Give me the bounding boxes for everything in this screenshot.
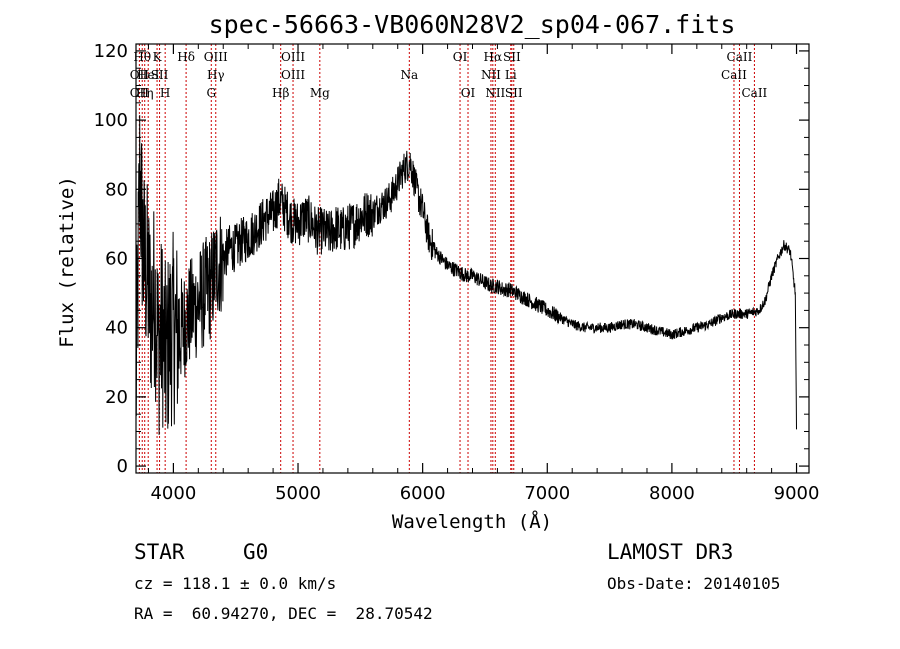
line-marker-label: CaII	[727, 50, 753, 64]
x-axis-ticks: 4000 5000 6000 7000 8000 9000	[147, 44, 820, 504]
line-marker-label: OII	[130, 68, 150, 82]
line-marker-label: K	[153, 50, 163, 64]
line-marker-label: SII	[505, 86, 523, 100]
x-tick-label: 9000	[774, 483, 820, 504]
line-marker-labels: OII OII Hθ Hη HeI K SII H Hδ OIII Hγ G Hβ OIII OIII Mg N…	[130, 50, 768, 100]
line-marker-label: CaII	[721, 68, 747, 82]
line-marker-label: SII	[503, 50, 521, 64]
line-marker-label: Na	[400, 68, 418, 82]
flux-line	[135, 115, 797, 435]
object-class: STAR	[134, 540, 185, 564]
survey-label: LAMOST DR3	[607, 540, 734, 564]
line-marker-label: OIII	[281, 50, 305, 64]
line-marker-label: Hδ	[177, 50, 195, 64]
x-tick-label: 8000	[649, 483, 695, 504]
line-marker-label: Li	[505, 68, 517, 82]
line-marker-label: Hγ	[207, 68, 225, 82]
y-tick-label: 60	[105, 249, 128, 270]
line-marker-label: OIII	[204, 50, 228, 64]
y-axis-ticks: 0 20 40 60 80 100 120	[94, 41, 809, 477]
line-marker-label: Hβ	[272, 86, 289, 100]
line-marker-label: OIII	[281, 68, 305, 82]
line-marker-label: Mg	[310, 86, 330, 100]
flux-series	[135, 115, 797, 435]
y-tick-label: 100	[94, 110, 128, 131]
line-marker-label: Hθ	[133, 50, 151, 64]
line-marker-label: SII	[151, 68, 169, 82]
plot-frame	[135, 43, 810, 474]
y-axis-label: Flux (relative)	[56, 176, 78, 348]
redshift-line: cz = 118.1 ± 0.0 km/s	[134, 574, 337, 593]
line-marker-label: Hη	[136, 86, 154, 100]
coordinates-line: RA = 60.94270, DEC = 28.70542	[134, 604, 433, 623]
y-tick-label: 80	[105, 179, 128, 200]
obs-date: Obs-Date: 20140105	[607, 574, 781, 593]
line-marker-label: OI	[461, 86, 476, 100]
x-tick-label: 6000	[400, 483, 446, 504]
object-subclass: G0	[243, 540, 269, 564]
line-marker-label: OII	[130, 86, 150, 100]
y-tick-label: 20	[105, 387, 128, 408]
line-marker-label: NII	[485, 86, 505, 100]
line-markers	[138, 44, 755, 473]
y-tick-label: 40	[105, 318, 128, 339]
line-marker-label: CaII	[741, 86, 767, 100]
line-marker-label: NII	[481, 68, 501, 82]
x-tick-label: 7000	[524, 483, 570, 504]
y-tick-label: 0	[117, 456, 128, 477]
line-marker-label: HeI	[137, 68, 160, 82]
line-marker-label: OI	[453, 50, 468, 64]
chart-title: spec-56663-VB060N28V2_sp04-067.fits	[209, 10, 736, 39]
x-axis-label: Wavelength (Å)	[392, 510, 552, 533]
y-tick-label: 120	[94, 41, 128, 62]
line-marker-label: H	[160, 86, 170, 100]
line-marker-label: G	[206, 86, 216, 100]
line-marker-label: Hα	[484, 50, 503, 64]
x-tick-label: 5000	[275, 483, 321, 504]
x-tick-label: 4000	[150, 483, 196, 504]
